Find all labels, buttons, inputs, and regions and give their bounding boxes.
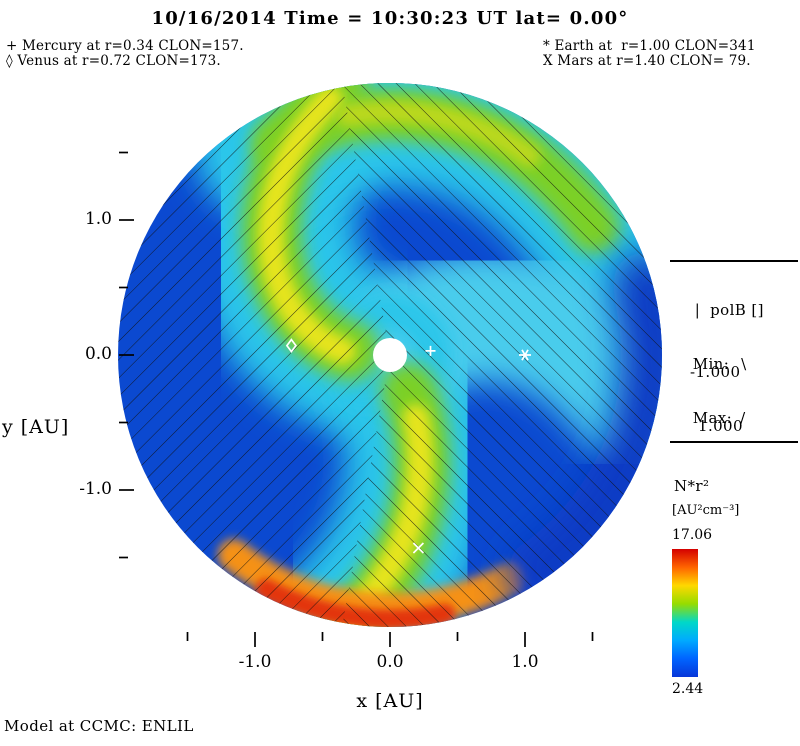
earth-legend: * Earth at r=1.00 CLON=341: [543, 38, 756, 54]
x-axis-label: x [AU]: [356, 690, 424, 712]
polarity-min-label: Min:: [692, 355, 730, 373]
planet-mercury-marker: [425, 345, 436, 356]
polarity-hatch: [118, 83, 390, 627]
polarity-max-row: Max: /: [672, 391, 746, 445]
polarity-min-value: -1.000: [690, 363, 741, 381]
polarity-min-row: Min: \: [672, 337, 747, 391]
mercury-legend: + Mercury at r=0.34 CLON=157.: [6, 38, 244, 54]
y-axis-label: y [AU]: [2, 416, 70, 438]
colorbar: [672, 549, 698, 677]
plot-title: 10/16/2014 Time = 10:30:23 UT lat= 0.00°: [151, 8, 629, 29]
positive-polarity-symbol: /: [740, 409, 746, 427]
mars-legend: X Mars at r=1.40 CLON= 79.: [543, 53, 751, 69]
ytick-label-0: 0.0: [84, 344, 112, 364]
polarity-hatch: [341, 83, 662, 627]
density-map: [118, 83, 662, 627]
polarity-label-row: | polB []: [674, 283, 764, 337]
separator-bottom: [670, 441, 798, 443]
separator-top: [670, 260, 798, 262]
xtick-label-neg1: -1.0: [238, 652, 272, 672]
ytick-label-1: 1.0: [84, 209, 112, 229]
polarity-max-value: 1.000: [698, 417, 743, 435]
polarity-max-label: Max:: [692, 409, 733, 427]
ytick-label-neg1: -1.0: [79, 479, 112, 499]
model-credit: Model at CCMC: ENLIL: [4, 717, 194, 735]
colorbar-quantity: N*r²: [674, 477, 710, 495]
negative-polarity-symbol: \: [741, 355, 747, 373]
venus-legend: ◊ Venus at r=0.72 CLON=173.: [6, 53, 221, 69]
planet-mars-marker: [412, 542, 425, 554]
colorbar-units: [AU²cm⁻³]: [672, 503, 740, 518]
colorbar-max: 17.06: [672, 527, 713, 543]
polarity-bar-glyph: |: [694, 301, 701, 319]
xtick-label-1: 1.0: [511, 652, 539, 672]
planet-earth-marker: [519, 349, 531, 361]
polarity-label: polB []: [710, 301, 764, 319]
sun-disk: [373, 338, 407, 372]
xtick-label-0: 0.0: [376, 652, 404, 672]
axis-ticks: [119, 151, 594, 647]
planet-venus-marker: [285, 338, 297, 354]
colorbar-min: 2.44: [672, 681, 704, 697]
